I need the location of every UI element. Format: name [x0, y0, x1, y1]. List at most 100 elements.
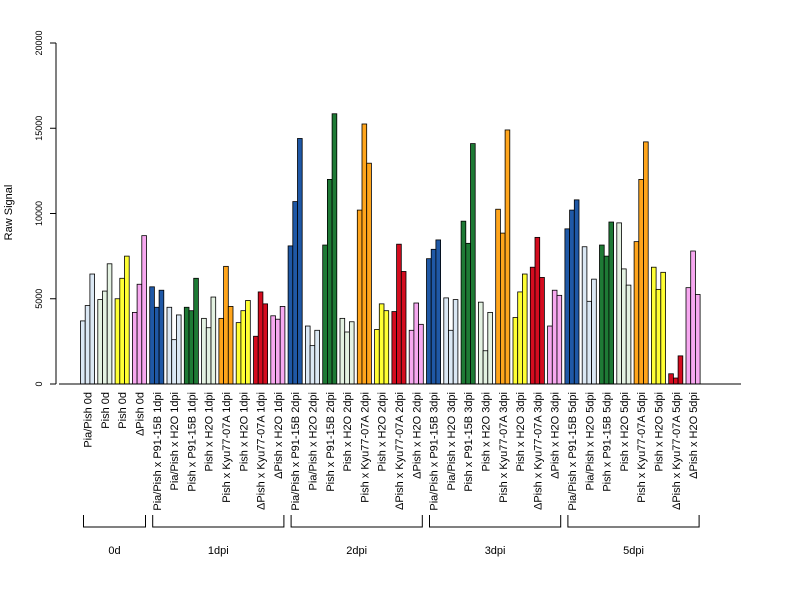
bar [534, 236, 541, 385]
x-tick-labels: Pia/Pish 0d Pish 0d Pish 0d ΔPish 0d Pia/Pis… [83, 392, 700, 511]
bar [608, 221, 615, 385]
y-tick-label: 10000 [34, 201, 44, 226]
x-tick-label: Pish x P91-15B 1dpi [186, 392, 198, 492]
bar [443, 297, 449, 385]
group-bracket [290, 515, 423, 528]
y-axis: 0 5000 10000 15000 20000 [34, 30, 57, 387]
x-tick-label: Pia/Pish x H2O 1dpi [169, 392, 181, 490]
bar [297, 138, 303, 385]
bar [331, 113, 338, 385]
bar [166, 306, 173, 385]
bar [460, 220, 467, 385]
x-tick-label: Pia/Pish x H2O 5dpi [584, 392, 596, 490]
x-tick-label: Pia/Pish x P91-15B 5dpi [567, 392, 579, 511]
bar [564, 228, 571, 385]
bar [124, 255, 130, 385]
bar [97, 299, 103, 385]
bar [210, 296, 217, 385]
x-tick-label: ΔPish x Kyu77-07A 1dpi [256, 392, 268, 510]
bar [470, 143, 476, 385]
bar [551, 289, 558, 385]
x-tick-label: ΔPish x H2O 3dpi [550, 392, 562, 479]
bar [292, 201, 298, 385]
y-tick-label: 15000 [34, 116, 44, 141]
bar [522, 273, 528, 385]
x-tick-label: Pish x H2O 5dpi [619, 392, 631, 471]
group-brackets: 0d 1dpi 2dpi 3dpi 5dpi [83, 515, 700, 557]
bar [569, 209, 575, 385]
bar [348, 321, 355, 385]
bar [547, 325, 553, 385]
bar [651, 266, 657, 385]
bar [413, 302, 419, 385]
x-tick-label: Pish 0d [100, 392, 112, 429]
x-tick-label: ΔPish x Kyu77-07A 3dpi [532, 392, 544, 510]
bar [141, 235, 147, 385]
group-label: 1dpi [208, 545, 229, 557]
bar [430, 248, 437, 385]
bar [245, 300, 251, 385]
x-tick-label: Pish x H2O 5dpi [653, 392, 665, 471]
bar [344, 331, 350, 385]
bar [326, 178, 333, 385]
bar [240, 310, 246, 385]
bar [591, 278, 597, 385]
y-tick-label: 0 [34, 381, 44, 386]
x-tick-label: Pish x H2O 3dpi [480, 392, 492, 471]
bar [529, 266, 536, 385]
x-tick-label: Pia/Pish x P91-15B 1dpi [152, 392, 164, 511]
bar [131, 311, 138, 385]
bar [477, 301, 484, 385]
x-tick-label: ΔPish x H2O 2dpi [411, 392, 423, 479]
bar [426, 258, 432, 385]
bar [262, 303, 268, 385]
group-label: 0d [108, 545, 120, 557]
group-label: 5dpi [623, 545, 644, 557]
bar [668, 373, 674, 385]
bar [171, 339, 177, 385]
bar [227, 306, 234, 385]
bar [361, 123, 368, 385]
bar [633, 241, 640, 385]
bar [465, 242, 471, 385]
bar [660, 271, 666, 385]
bar [223, 265, 229, 385]
bar [158, 289, 165, 385]
bar [378, 303, 385, 385]
x-tick-label: Pia/Pish x P91-15B 2dpi [290, 392, 302, 511]
bar [119, 277, 125, 385]
x-tick-label: Pish x P91-15B 2dpi [325, 392, 337, 492]
x-tick-label: ΔPish x H2O 1dpi [273, 392, 285, 479]
bar [616, 222, 622, 385]
bar [309, 345, 316, 385]
x-tick-label: Pish x Kyu77-07A 1dpi [221, 392, 233, 503]
bar [400, 271, 407, 385]
bar [374, 329, 380, 385]
x-tick-label: Pish 0d [117, 392, 129, 429]
bar [655, 288, 662, 385]
bar [495, 208, 501, 385]
bar [448, 329, 454, 385]
bar [452, 299, 459, 385]
group-bracket [429, 515, 562, 528]
bar [153, 306, 160, 385]
x-tick-label: Pish x H2O 2dpi [377, 392, 389, 471]
bar [356, 209, 363, 385]
group-bracket [152, 515, 285, 528]
x-tick-label: Pish x Kyu77-07A 2dpi [359, 392, 371, 503]
bar [84, 305, 91, 385]
bar [487, 311, 493, 385]
bar [270, 315, 276, 385]
x-tick-label: Pish x Kyu77-07A 3dpi [498, 392, 510, 503]
group-label: 3dpi [485, 545, 506, 557]
group-label: 2dpi [346, 545, 367, 557]
bar [690, 250, 696, 385]
bar [114, 298, 121, 385]
bar [599, 244, 605, 385]
bar [482, 350, 489, 385]
x-tick-label: Pish x P91-15B 5dpi [602, 392, 614, 492]
bar [188, 310, 195, 385]
bar [539, 277, 545, 385]
bar [304, 325, 311, 385]
